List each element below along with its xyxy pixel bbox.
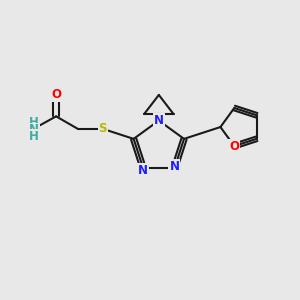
Text: H: H xyxy=(29,116,39,129)
Text: H: H xyxy=(29,130,39,143)
Text: N: N xyxy=(154,114,164,127)
Text: N: N xyxy=(29,123,39,136)
Text: N: N xyxy=(138,164,148,177)
Text: S: S xyxy=(99,122,107,135)
Text: O: O xyxy=(229,140,239,153)
Text: N: N xyxy=(169,160,179,173)
Text: O: O xyxy=(51,88,61,101)
